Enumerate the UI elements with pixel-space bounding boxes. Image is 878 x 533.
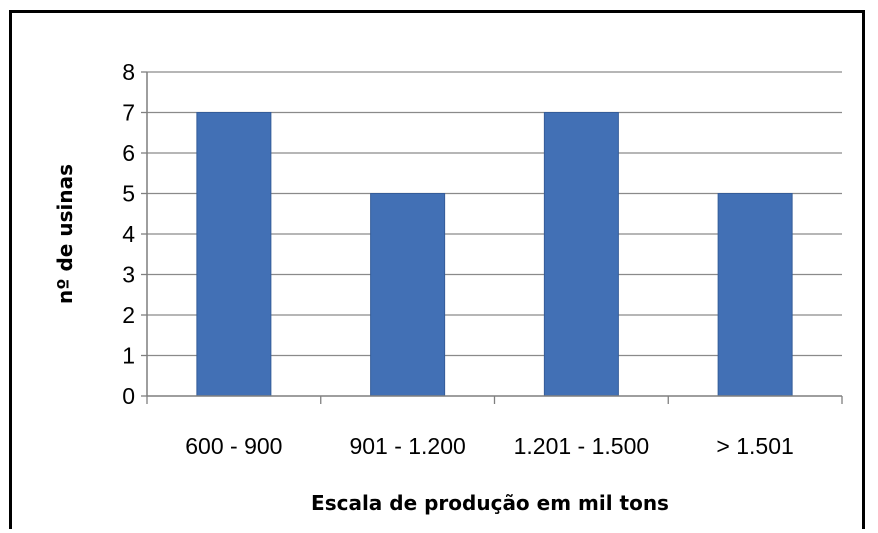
x-tick-label: 901 - 1.200 [349,433,465,459]
bar [543,112,619,397]
y-tick-label: 4 [122,221,135,247]
y-tick-label: 0 [122,383,135,409]
y-tick-label: 6 [122,140,135,166]
y-tick-label: 5 [122,181,135,207]
y-tick-label: 1 [122,343,135,369]
axes [141,71,843,404]
x-tick-label: > 1.501 [716,433,793,459]
y-tick-label: 7 [122,100,135,126]
y-axis-title: nº de usinas [53,164,77,304]
bar [370,193,446,397]
x-axis-title: Escala de produção em mil tons [311,491,669,515]
y-tick-label: 8 [122,59,135,85]
chart-frame [9,10,865,529]
bars [196,112,793,397]
x-tick-labels: 600 - 900 901 - 1.200 1.201 - 1.500 > 1.501 [185,433,794,459]
bar [196,112,272,397]
bar [717,193,793,397]
x-tick-label: 600 - 900 [185,433,282,459]
y-tick-label: 2 [122,302,135,328]
x-tick-label: 1.201 - 1.500 [514,433,650,459]
y-tick-labels: 0 1 2 3 4 5 6 7 8 [122,59,135,409]
y-tick-label: 3 [122,262,135,288]
